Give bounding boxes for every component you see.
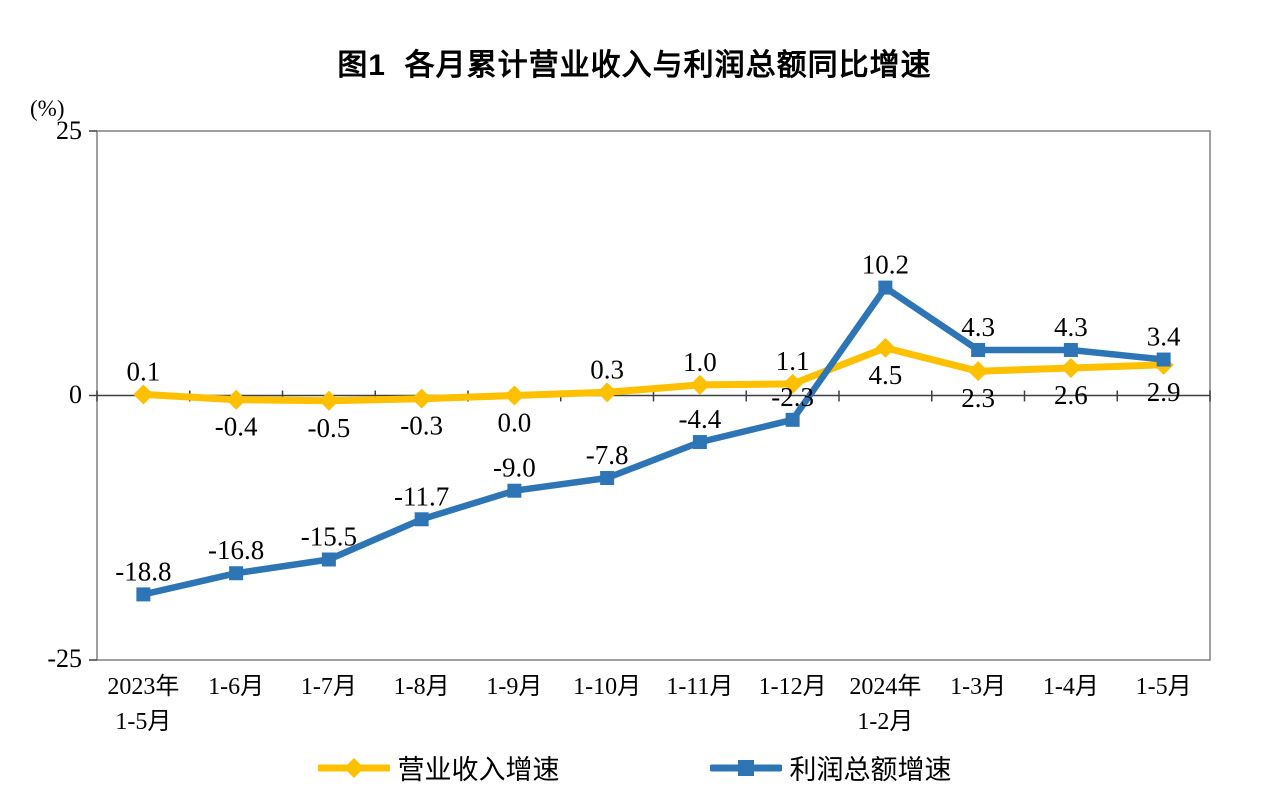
data-point-marker-diamond: [318, 390, 339, 411]
data-label: 4.3: [961, 312, 995, 342]
data-label: 2.6: [1054, 380, 1088, 410]
data-label: 4.3: [1054, 312, 1088, 342]
data-point-marker-square: [600, 471, 615, 486]
data-label: -15.5: [301, 522, 357, 552]
data-label: -7.8: [586, 440, 629, 470]
data-point-marker-diamond: [597, 382, 618, 403]
profit-line-square-icon: [709, 759, 782, 776]
chart-title: 图1 各月累计营业收入与利润总额同比增速: [337, 49, 932, 82]
legend-item-profit: 利润总额增速: [709, 748, 952, 787]
data-label: 3.4: [1147, 322, 1181, 352]
x-axis-label: 1-8月: [393, 674, 450, 700]
data-point-marker-diamond: [504, 385, 525, 406]
data-point-marker-diamond: [1060, 357, 1081, 378]
data-label: 1.1: [776, 346, 810, 376]
data-label: -9.0: [493, 453, 536, 483]
data-label: 4.5: [869, 360, 903, 390]
data-label: -0.3: [400, 411, 443, 441]
data-label: 0.1: [127, 356, 161, 386]
data-label: -11.7: [394, 481, 449, 511]
data-point-marker-square: [971, 343, 986, 358]
x-axis-label: 2024年 1-2月: [849, 674, 922, 735]
data-point-marker-diamond: [875, 337, 896, 358]
y-tick-label-25: 25: [56, 116, 82, 145]
legend-item-revenue: 营业收入增速: [317, 748, 560, 787]
y-tick-label-0: 0: [69, 380, 82, 409]
revenue-line-diamond-icon: [317, 757, 390, 778]
data-point-marker-diamond: [226, 389, 247, 410]
data-point-marker-square: [692, 435, 707, 450]
legend-label-profit: 利润总额增速: [789, 755, 952, 785]
series-line-0: [139, 344, 1168, 405]
data-label: -0.4: [215, 412, 258, 442]
y-axis-unit-label: (%): [30, 96, 65, 121]
x-axis-label: 1-9月: [486, 674, 543, 700]
x-axis-labels: 2023年 1-5月 1-6月 1-7月 1-8月 1-9月 1-10月 1-11月 1-12…: [97, 670, 1210, 740]
data-label: 2.9: [1147, 377, 1181, 407]
x-axis-label: 1-3月: [950, 674, 1007, 700]
data-label: -18.8: [115, 556, 171, 586]
data-point-marker-square: [507, 483, 522, 498]
data-point-marker-diamond: [968, 361, 989, 382]
data-point-marker-diamond: [411, 388, 432, 409]
data-label: 10.2: [862, 250, 909, 280]
x-axis-label: 1-10月: [573, 674, 642, 700]
x-axis-label: 1-5月: [1135, 674, 1192, 700]
data-point-marker-square: [1156, 352, 1171, 367]
data-label: 0.3: [590, 354, 624, 384]
x-axis-label: 2023年 1-5月: [107, 674, 180, 735]
data-point-marker-square: [414, 512, 429, 527]
x-axis-label: 1-4月: [1042, 674, 1099, 700]
data-point-marker-diamond: [133, 384, 154, 405]
data-label: -4.4: [679, 404, 722, 434]
y-tick-label-neg25: -25: [47, 644, 82, 673]
data-point-marker-square: [1063, 343, 1078, 358]
data-point-marker-square: [229, 566, 244, 581]
data-label: -16.8: [208, 535, 264, 565]
x-axis-label: 1-11月: [666, 674, 734, 700]
series-line-1: [140, 284, 1167, 598]
data-label: 0.0: [498, 408, 532, 438]
data-label: -0.5: [308, 413, 351, 443]
legend-label-revenue: 营业收入增速: [397, 755, 560, 785]
x-axis-label: 1-12月: [758, 674, 827, 700]
data-label: -2.3: [771, 382, 814, 412]
x-axis-label: 1-7月: [300, 674, 357, 700]
data-point-marker-diamond: [782, 373, 803, 394]
data-label: 2.3: [961, 383, 995, 413]
data-point-marker-diamond: [689, 374, 710, 395]
data-point-marker-square: [136, 587, 151, 602]
legend: 营业收入增速 利润总额增速: [0, 748, 1269, 787]
data-point-marker-square: [785, 412, 800, 427]
x-axis-label: 1-6月: [208, 674, 265, 700]
data-point-marker-square: [321, 552, 336, 567]
data-label: 1.0: [683, 347, 717, 377]
data-point-marker-square: [878, 280, 893, 295]
